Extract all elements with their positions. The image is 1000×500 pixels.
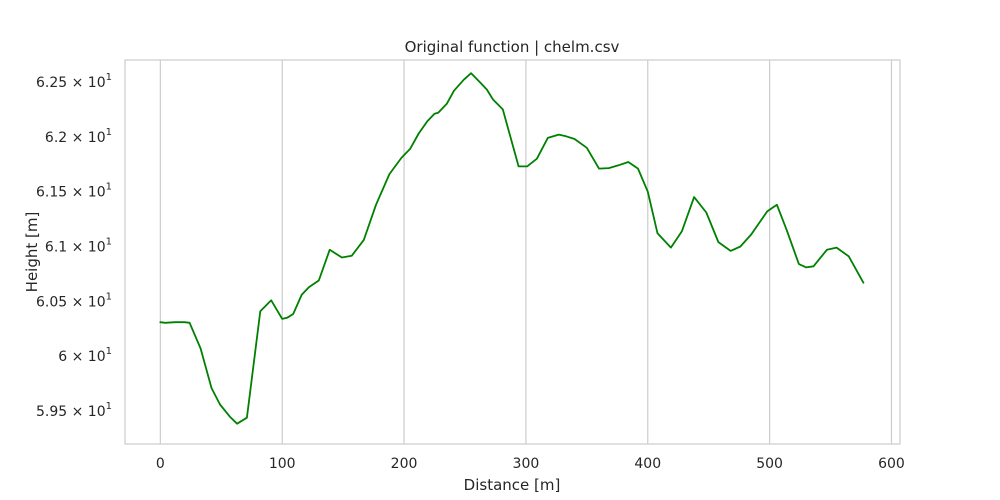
x-tick-label: 200: [391, 456, 418, 472]
y-tick-labels: 5.95 × 101 6 × 101 6.05 × 101 6.1 × 101 6.15…: [36, 72, 112, 420]
x-tick-label: 500: [756, 456, 783, 472]
y-axis-label: Height [m]: [23, 212, 41, 293]
y-tick-label: 6.2 × 101: [45, 127, 112, 146]
x-tick-label: 300: [513, 456, 540, 472]
y-tick-label: 6.05 × 101: [36, 291, 112, 310]
series-line: [159, 72, 865, 425]
grid-lines: [159, 60, 893, 444]
x-axis-label: Distance [m]: [464, 476, 561, 494]
x-tick-label: 600: [878, 456, 905, 472]
y-tick-label: 6.1 × 101: [45, 237, 112, 256]
x-tick-labels: 0 100 200 300 400 500 600: [156, 456, 905, 472]
x-tick-label: 100: [269, 456, 296, 472]
chart-title: Original function | chelm.csv: [405, 38, 620, 56]
y-tick-label: 6.25 × 101: [36, 72, 112, 91]
x-tick-label: 400: [634, 456, 661, 472]
x-tick-label: 0: [156, 456, 165, 472]
y-tick-label: 6 × 101: [58, 346, 112, 365]
y-tick-label: 6.15 × 101: [36, 182, 112, 201]
plot-area-frame: [124, 59, 901, 445]
series-layer: [159, 72, 865, 425]
y-tick-label: 5.95 × 101: [36, 401, 112, 420]
